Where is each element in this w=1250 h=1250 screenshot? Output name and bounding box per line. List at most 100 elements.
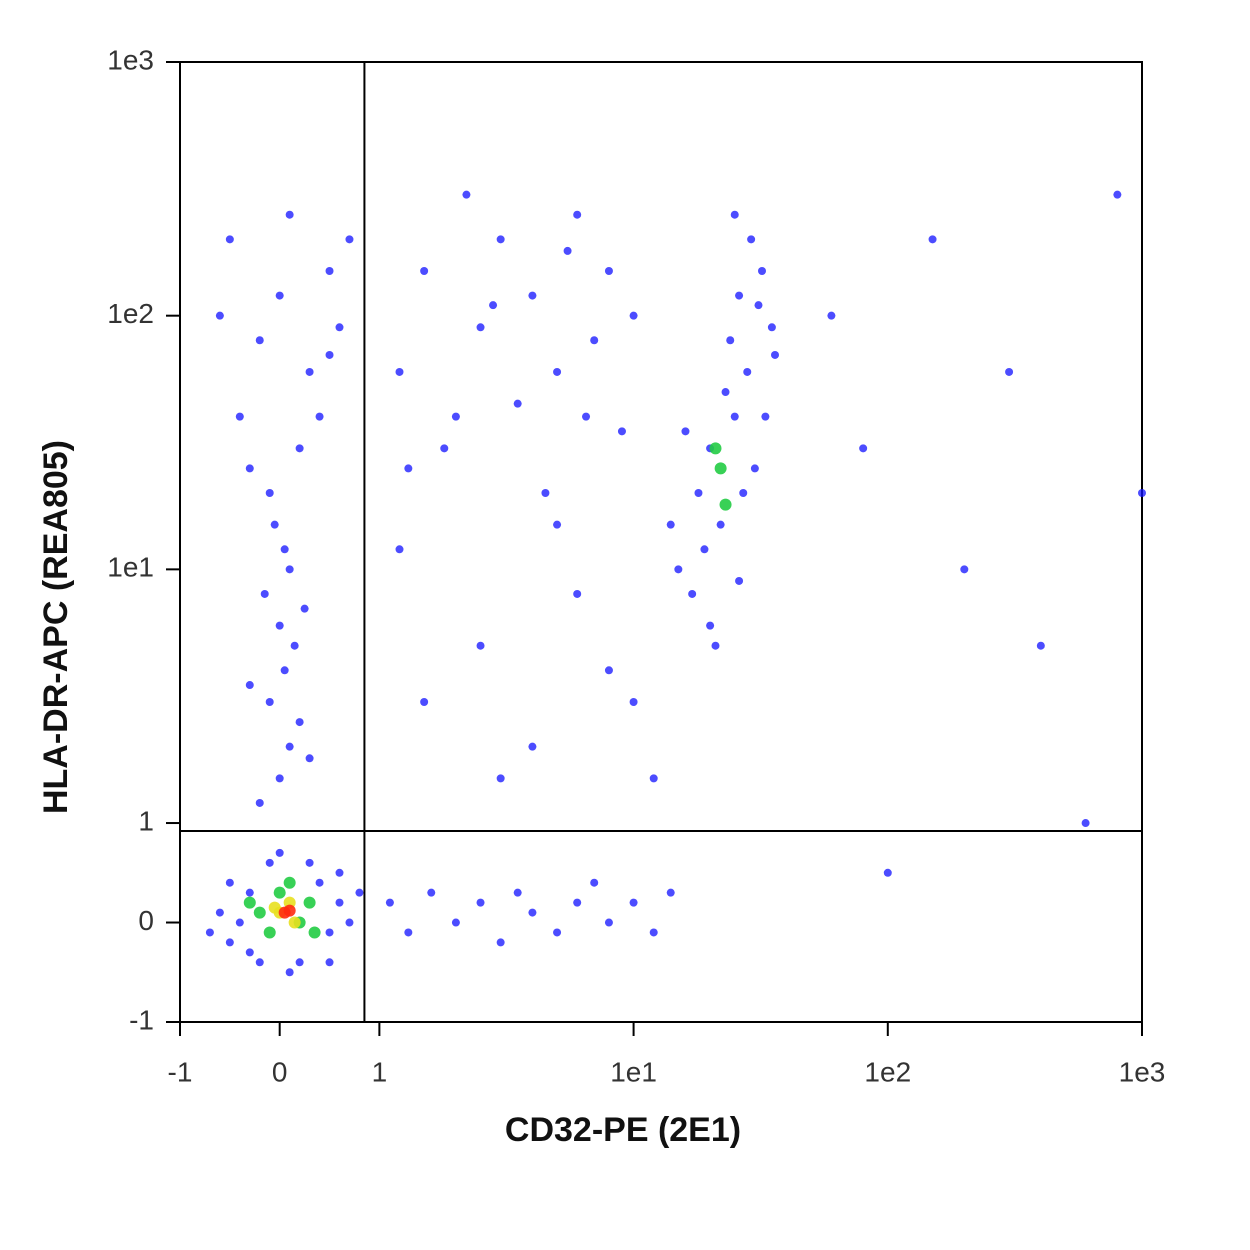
event-point	[617, 427, 626, 436]
event-point	[771, 350, 780, 359]
event-point	[325, 928, 334, 937]
event-point	[280, 545, 289, 554]
event-point	[674, 565, 683, 574]
event-point	[629, 898, 638, 907]
event-point	[275, 848, 284, 857]
event-point	[859, 444, 868, 453]
event-point	[604, 918, 613, 927]
event-point	[1081, 819, 1090, 828]
x-axis-title: CD32-PE (2E1)	[505, 1111, 741, 1149]
event-point	[245, 681, 254, 690]
event-point	[666, 520, 675, 529]
event-point	[285, 742, 294, 751]
event-point	[265, 488, 274, 497]
event-point	[245, 888, 254, 897]
event-point	[290, 641, 299, 650]
event-point	[395, 545, 404, 554]
event-point	[345, 918, 354, 927]
y-tick-label: 1e1	[107, 552, 154, 583]
event-point	[649, 774, 658, 783]
event-point	[629, 698, 638, 707]
event-point	[462, 190, 471, 199]
event-point	[1036, 641, 1045, 650]
event-point	[235, 918, 244, 927]
event-point	[315, 878, 324, 887]
event-point	[721, 388, 730, 397]
event-point	[688, 589, 697, 598]
event-point	[303, 896, 316, 909]
event-point	[604, 267, 613, 276]
event-point	[273, 886, 286, 899]
event-point	[325, 267, 334, 276]
event-point	[451, 918, 460, 927]
y-tick-label: 1e2	[107, 298, 154, 329]
event-point	[476, 323, 485, 332]
event-point	[265, 698, 274, 707]
event-point	[255, 958, 264, 967]
event-point	[553, 520, 562, 529]
event-point	[235, 412, 244, 421]
event-point	[747, 235, 756, 244]
event-point	[305, 754, 314, 763]
event-point	[726, 336, 735, 345]
event-point	[420, 698, 429, 707]
event-point	[883, 868, 892, 877]
event-point	[719, 498, 732, 511]
event-point	[253, 906, 266, 919]
event-point	[582, 412, 591, 421]
event-point	[761, 412, 770, 421]
event-point	[513, 888, 522, 897]
event-point	[205, 928, 214, 937]
event-point	[496, 235, 505, 244]
x-tick-label: 1e3	[1119, 1056, 1166, 1087]
event-point	[255, 798, 264, 807]
event-point	[706, 621, 715, 630]
event-point	[345, 235, 354, 244]
y-tick-label: 0	[138, 905, 154, 936]
event-point	[489, 301, 498, 310]
event-point	[335, 898, 344, 907]
plot-frame	[179, 61, 1143, 1023]
event-point	[496, 938, 505, 947]
event-point	[928, 235, 937, 244]
y-tick-label: 1	[138, 805, 154, 836]
event-point	[757, 267, 766, 276]
event-point	[716, 520, 725, 529]
event-point	[709, 442, 722, 455]
event-point	[295, 718, 304, 727]
event-point	[325, 350, 334, 359]
event-point	[649, 928, 658, 937]
event-point	[305, 367, 314, 376]
event-point	[573, 589, 582, 598]
event-point	[553, 928, 562, 937]
event-point	[427, 888, 436, 897]
event-point	[496, 774, 505, 783]
event-point	[245, 464, 254, 473]
event-point	[1138, 488, 1146, 497]
event-point	[404, 464, 413, 473]
event-point	[255, 336, 264, 345]
event-point	[283, 904, 296, 917]
event-point	[268, 901, 281, 914]
event-point	[730, 412, 739, 421]
event-point	[714, 462, 727, 475]
event-point	[711, 641, 720, 650]
event-point	[215, 311, 224, 320]
event-point	[263, 926, 276, 939]
event-point	[335, 323, 344, 332]
event-point	[573, 210, 582, 219]
event-point	[528, 908, 537, 917]
event-point	[451, 412, 460, 421]
event-point	[420, 267, 429, 276]
event-point	[245, 948, 254, 957]
event-point	[528, 291, 537, 300]
event-point	[604, 666, 613, 675]
event-point	[404, 928, 413, 937]
event-point	[735, 576, 744, 585]
event-point	[681, 427, 690, 436]
event-point	[325, 958, 334, 967]
event-point	[308, 926, 321, 939]
event-point	[735, 291, 744, 300]
